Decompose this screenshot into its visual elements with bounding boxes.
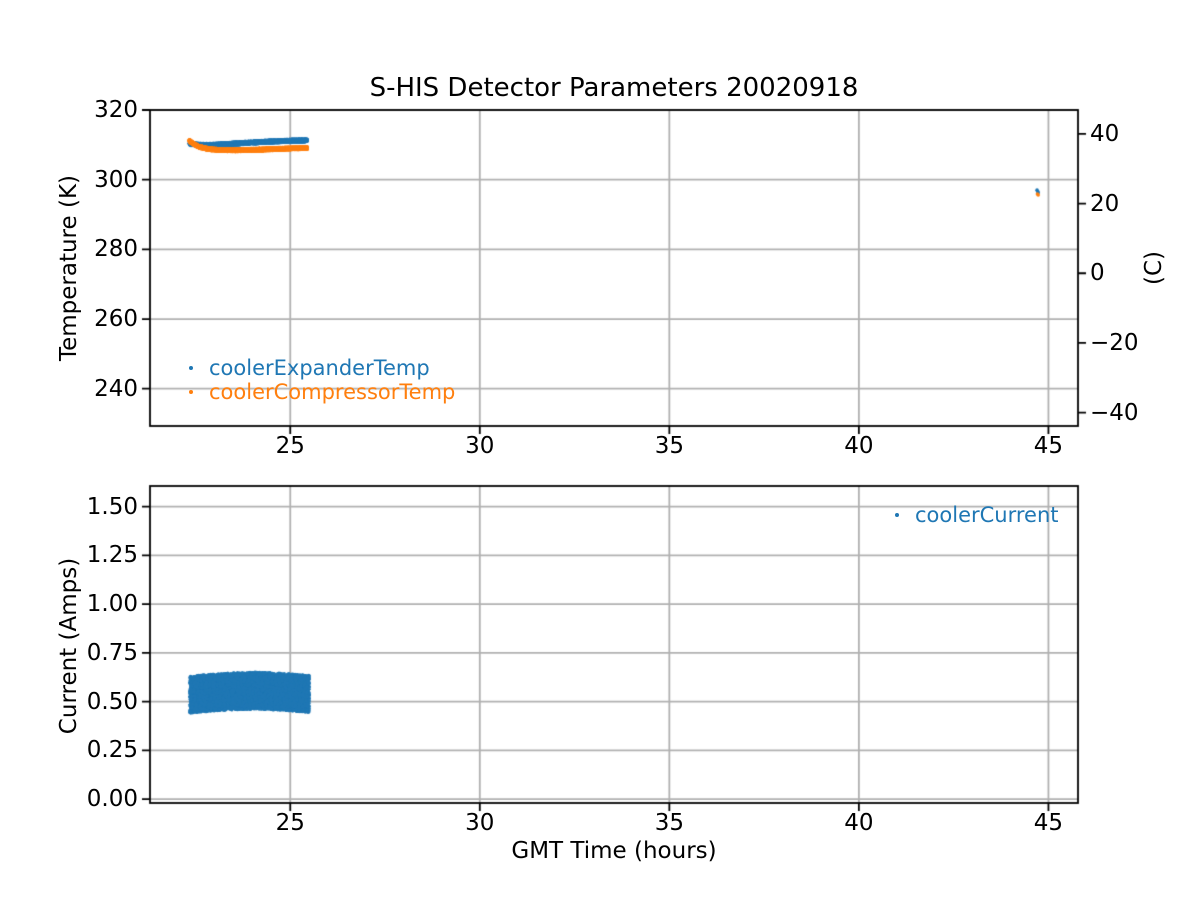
legend-marker-dot xyxy=(189,390,193,394)
y-right-tick-label: −40 xyxy=(1090,399,1139,426)
x-tick-label: 35 xyxy=(654,433,684,459)
y-tick-label: 1.00 xyxy=(86,591,138,618)
y-tick-label: 0.50 xyxy=(86,688,138,715)
y-tick-label: 300 xyxy=(94,166,138,193)
x-tick-label: 40 xyxy=(844,810,874,836)
x-tick-label: 45 xyxy=(1033,810,1064,836)
y-tick-label: 0.00 xyxy=(86,786,138,813)
x-tick-label: 45 xyxy=(1033,433,1064,459)
legend-marker-dot xyxy=(189,366,193,370)
legend-label: coolerExpanderTemp xyxy=(209,356,430,380)
x-tick-label: 25 xyxy=(275,433,305,459)
y-tick-label: 1.50 xyxy=(86,493,138,520)
y-right-tick-label: 0 xyxy=(1090,260,1105,287)
y-tick-label: 0.75 xyxy=(86,639,138,666)
legend-bottom-plot: coolerCurrent xyxy=(885,503,1059,527)
y-tick-label: 260 xyxy=(94,306,138,333)
legend-item-cooler-current: coolerCurrent xyxy=(885,503,1059,527)
x-tick-label: 30 xyxy=(465,433,495,459)
y-tick-label: 0.25 xyxy=(86,737,138,764)
y-tick-label: 280 xyxy=(94,236,138,263)
chart-title: S-HIS Detector Parameters 20020918 xyxy=(369,73,859,103)
x-tick-label: 40 xyxy=(844,433,874,459)
legend-label: coolerCompressorTemp xyxy=(209,380,456,404)
x-tick-label: 35 xyxy=(654,810,684,836)
legend-label: coolerCurrent xyxy=(915,503,1059,527)
y-tick-label: 240 xyxy=(94,375,138,402)
legend-item-cooler-compressor-temp: coolerCompressorTemp xyxy=(179,380,455,404)
x-tick-label: 30 xyxy=(465,810,495,836)
y-tick-label: 1.25 xyxy=(86,542,138,569)
y-right-tick-label: 40 xyxy=(1090,120,1120,147)
y-tick-label: 320 xyxy=(94,97,138,123)
gmt-time-axis-label: GMT Time (hours) xyxy=(511,838,717,864)
legend-marker-dot xyxy=(895,513,899,517)
legend-top-plot: coolerExpanderTemp coolerCompressorTemp xyxy=(179,356,455,404)
y-right-tick-label: 20 xyxy=(1090,190,1120,217)
x-tick-label: 25 xyxy=(275,810,305,836)
y-right-tick-label: −20 xyxy=(1090,329,1139,356)
legend-item-cooler-expander-temp: coolerExpanderTemp xyxy=(179,356,455,380)
